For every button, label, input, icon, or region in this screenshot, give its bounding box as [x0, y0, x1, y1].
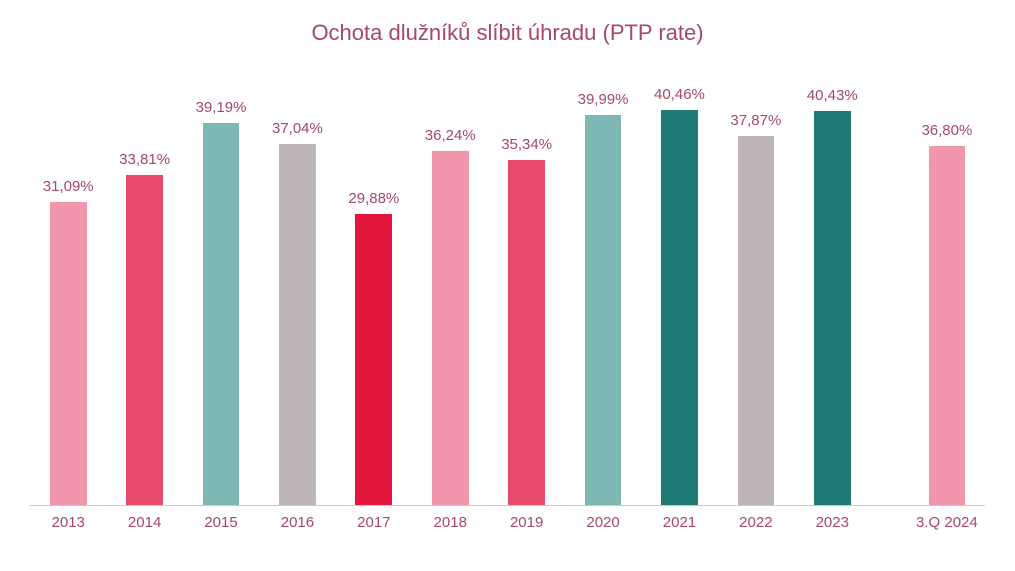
- plot-area: 31,09%33,81%39,19%37,04%29,88%36,24%35,3…: [30, 66, 985, 506]
- bar-slot: 39,19%: [183, 66, 259, 505]
- bar-slot: 35,34%: [488, 66, 564, 505]
- bar: 29,88%: [355, 214, 392, 505]
- bar-slot: 36,80%: [909, 66, 985, 505]
- x-tick-label: 2020: [565, 514, 641, 531]
- bar-value-label: 40,43%: [796, 87, 869, 104]
- bar-value-label: 31,09%: [32, 178, 105, 195]
- bar-value-label: 36,80%: [910, 122, 983, 139]
- bar: 37,04%: [279, 144, 316, 505]
- bars-row: 31,09%33,81%39,19%37,04%29,88%36,24%35,3…: [30, 66, 985, 505]
- chart-title: Ochota dlužníků slíbit úhradu (PTP rate): [30, 20, 985, 46]
- bar-slot: 40,46%: [641, 66, 717, 505]
- bar-gap: [870, 66, 908, 505]
- bar-value-label: 33,81%: [108, 151, 181, 168]
- bar: 39,19%: [203, 123, 240, 505]
- x-tick-label: 2015: [183, 514, 259, 531]
- bar: 40,43%: [814, 111, 851, 505]
- bar-slot: 36,24%: [412, 66, 488, 505]
- bar-slot: 33,81%: [106, 66, 182, 505]
- bar: 36,24%: [432, 151, 469, 505]
- bar-slot: 29,88%: [336, 66, 412, 505]
- x-tick-label: 2019: [488, 514, 564, 531]
- bar: 36,80%: [929, 146, 966, 505]
- bar: 39,99%: [585, 115, 622, 505]
- bar-value-label: 37,04%: [261, 120, 334, 137]
- x-tick-label: 2021: [641, 514, 717, 531]
- bar-value-label: 35,34%: [490, 136, 563, 153]
- x-tick-label: 2018: [412, 514, 488, 531]
- bar-value-label: 39,99%: [566, 91, 639, 108]
- x-tick-label: 2013: [30, 514, 106, 531]
- bar-value-label: 39,19%: [184, 99, 257, 116]
- ptp-rate-chart: Ochota dlužníků slíbit úhradu (PTP rate)…: [0, 0, 1015, 571]
- bar-slot: 40,43%: [794, 66, 870, 505]
- bar: 31,09%: [50, 202, 87, 505]
- x-tick-label: 2016: [259, 514, 335, 531]
- bar-slot: 31,09%: [30, 66, 106, 505]
- x-axis: 2013201420152016201720182019202020212022…: [30, 514, 985, 531]
- bar: 37,87%: [738, 136, 775, 505]
- bar-slot: 37,87%: [718, 66, 794, 505]
- bar-slot: 37,04%: [259, 66, 335, 505]
- x-tick-label: 2023: [794, 514, 870, 531]
- bar-value-label: 37,87%: [719, 112, 792, 129]
- bar: 35,34%: [508, 160, 545, 505]
- x-tick-label: 2014: [106, 514, 182, 531]
- x-tick-label: 2022: [718, 514, 794, 531]
- bar: 40,46%: [661, 110, 698, 505]
- x-tick-label: 2017: [336, 514, 412, 531]
- bar-slot: 39,99%: [565, 66, 641, 505]
- bar-value-label: 36,24%: [414, 127, 487, 144]
- x-tick-gap: [870, 514, 908, 531]
- bar-value-label: 40,46%: [643, 86, 716, 103]
- bar-value-label: 29,88%: [337, 190, 410, 207]
- bar: 33,81%: [126, 175, 163, 505]
- x-tick-label: 3.Q 2024: [909, 514, 985, 531]
